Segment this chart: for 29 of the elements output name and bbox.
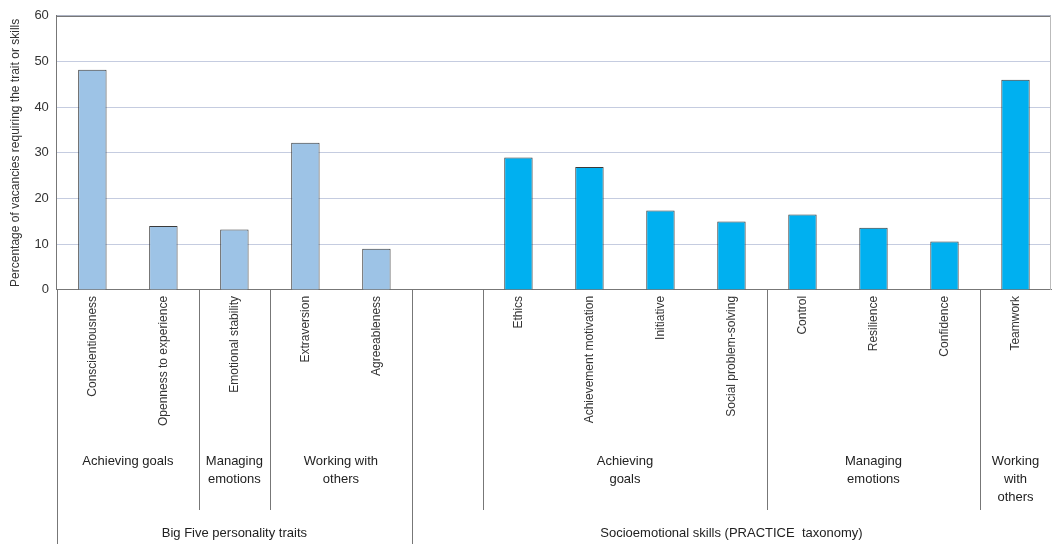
- text: Managing emotions: [844, 453, 903, 487]
- x-tick-label: Conscientiousness: [84, 295, 99, 397]
- text: Working with others: [991, 453, 1040, 505]
- y-tick-label: 40: [34, 98, 49, 114]
- text: Socioemotional skills (PRACTICE taxonomy): [600, 525, 863, 541]
- y-axis-title: Percentage of vacancies requiring the trait or skills: [7, 18, 22, 287]
- x-tick-label: Extraversion: [297, 295, 312, 363]
- x-tick-label: Confidence: [936, 295, 951, 357]
- y-tick-label: 60: [34, 7, 49, 23]
- x-tick-label: Ethics: [510, 295, 525, 329]
- x-tick-label: Openness to experience: [155, 295, 170, 427]
- x-tick-label: Emotional stability: [226, 295, 241, 393]
- x-tick-label: Resilience: [865, 295, 880, 352]
- y-tick-label: 30: [34, 144, 49, 160]
- text: Achieving goals: [82, 453, 174, 469]
- text: Big Five personality traits: [161, 525, 308, 541]
- text: Managing emotions: [205, 453, 263, 487]
- y-tick-label: 10: [34, 235, 49, 251]
- x-tick-label: Initiative: [652, 295, 667, 340]
- text: Achieving goals: [596, 453, 654, 487]
- y-tick-label: 0: [41, 281, 49, 297]
- x-tick-label: Achievement motivation: [581, 295, 596, 424]
- x-tick-label: Agreeableness: [368, 295, 383, 376]
- text: Working with others: [303, 453, 378, 487]
- y-tick-label: 50: [34, 53, 49, 69]
- y-tick-label: 20: [34, 190, 49, 206]
- x-tick-label: Teamwork: [1007, 294, 1022, 351]
- x-tick-label: Social problem-solving: [723, 295, 738, 417]
- x-tick-label: Control: [794, 295, 809, 335]
